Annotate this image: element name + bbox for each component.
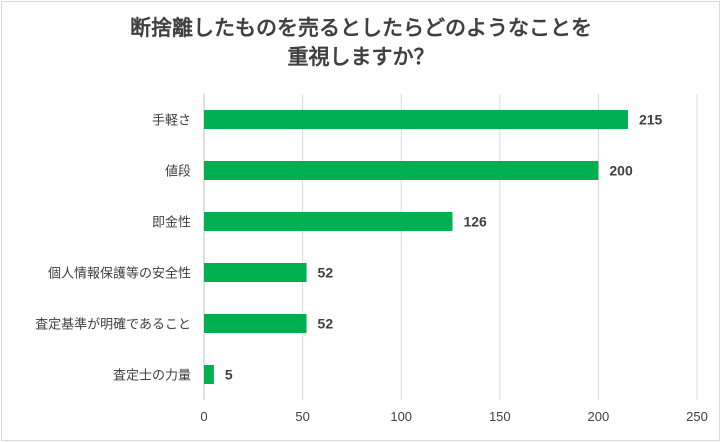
category-label: 手軽さ bbox=[152, 114, 191, 129]
bar bbox=[204, 110, 628, 129]
x-tick-label: 250 bbox=[686, 409, 708, 424]
chart-title-line-1: 断捨離したものを売るとしたらどのようなことを bbox=[130, 16, 592, 40]
bar bbox=[204, 365, 214, 384]
x-tick-label: 150 bbox=[489, 409, 511, 424]
category-label: 即金性 bbox=[152, 215, 191, 231]
data-label: 52 bbox=[318, 316, 334, 332]
x-tick-label: 50 bbox=[295, 409, 309, 424]
chart-title-line-2: 重視しますか？ bbox=[288, 45, 435, 69]
x-axis-tick-labels: 0 50 100 150 200 250 bbox=[200, 409, 707, 424]
data-label: 5 bbox=[225, 367, 233, 383]
category-label: 査定士の力量 bbox=[113, 369, 191, 384]
bar bbox=[204, 161, 599, 180]
bar bbox=[204, 212, 453, 231]
bars bbox=[204, 110, 628, 384]
x-tick-label: 100 bbox=[390, 409, 412, 424]
x-tick-label: 0 bbox=[200, 409, 207, 424]
category-label: 値段 bbox=[165, 164, 191, 180]
x-tick-label: 200 bbox=[588, 409, 610, 424]
bar bbox=[204, 314, 307, 333]
data-label: 126 bbox=[463, 214, 487, 230]
data-label: 52 bbox=[318, 265, 334, 281]
chart-title: 断捨離したものを売るとしたらどのようなことを 重視しますか？ bbox=[130, 16, 592, 69]
gridlines bbox=[203, 94, 698, 400]
data-label: 200 bbox=[609, 163, 633, 179]
category-label: 個人情報保護等の安全性 bbox=[48, 266, 191, 282]
bar bbox=[204, 263, 307, 282]
category-label: 査定基準が明確であること bbox=[35, 317, 191, 333]
data-labels: 215 200 126 52 52 5 bbox=[225, 112, 663, 383]
data-label: 215 bbox=[639, 112, 663, 128]
